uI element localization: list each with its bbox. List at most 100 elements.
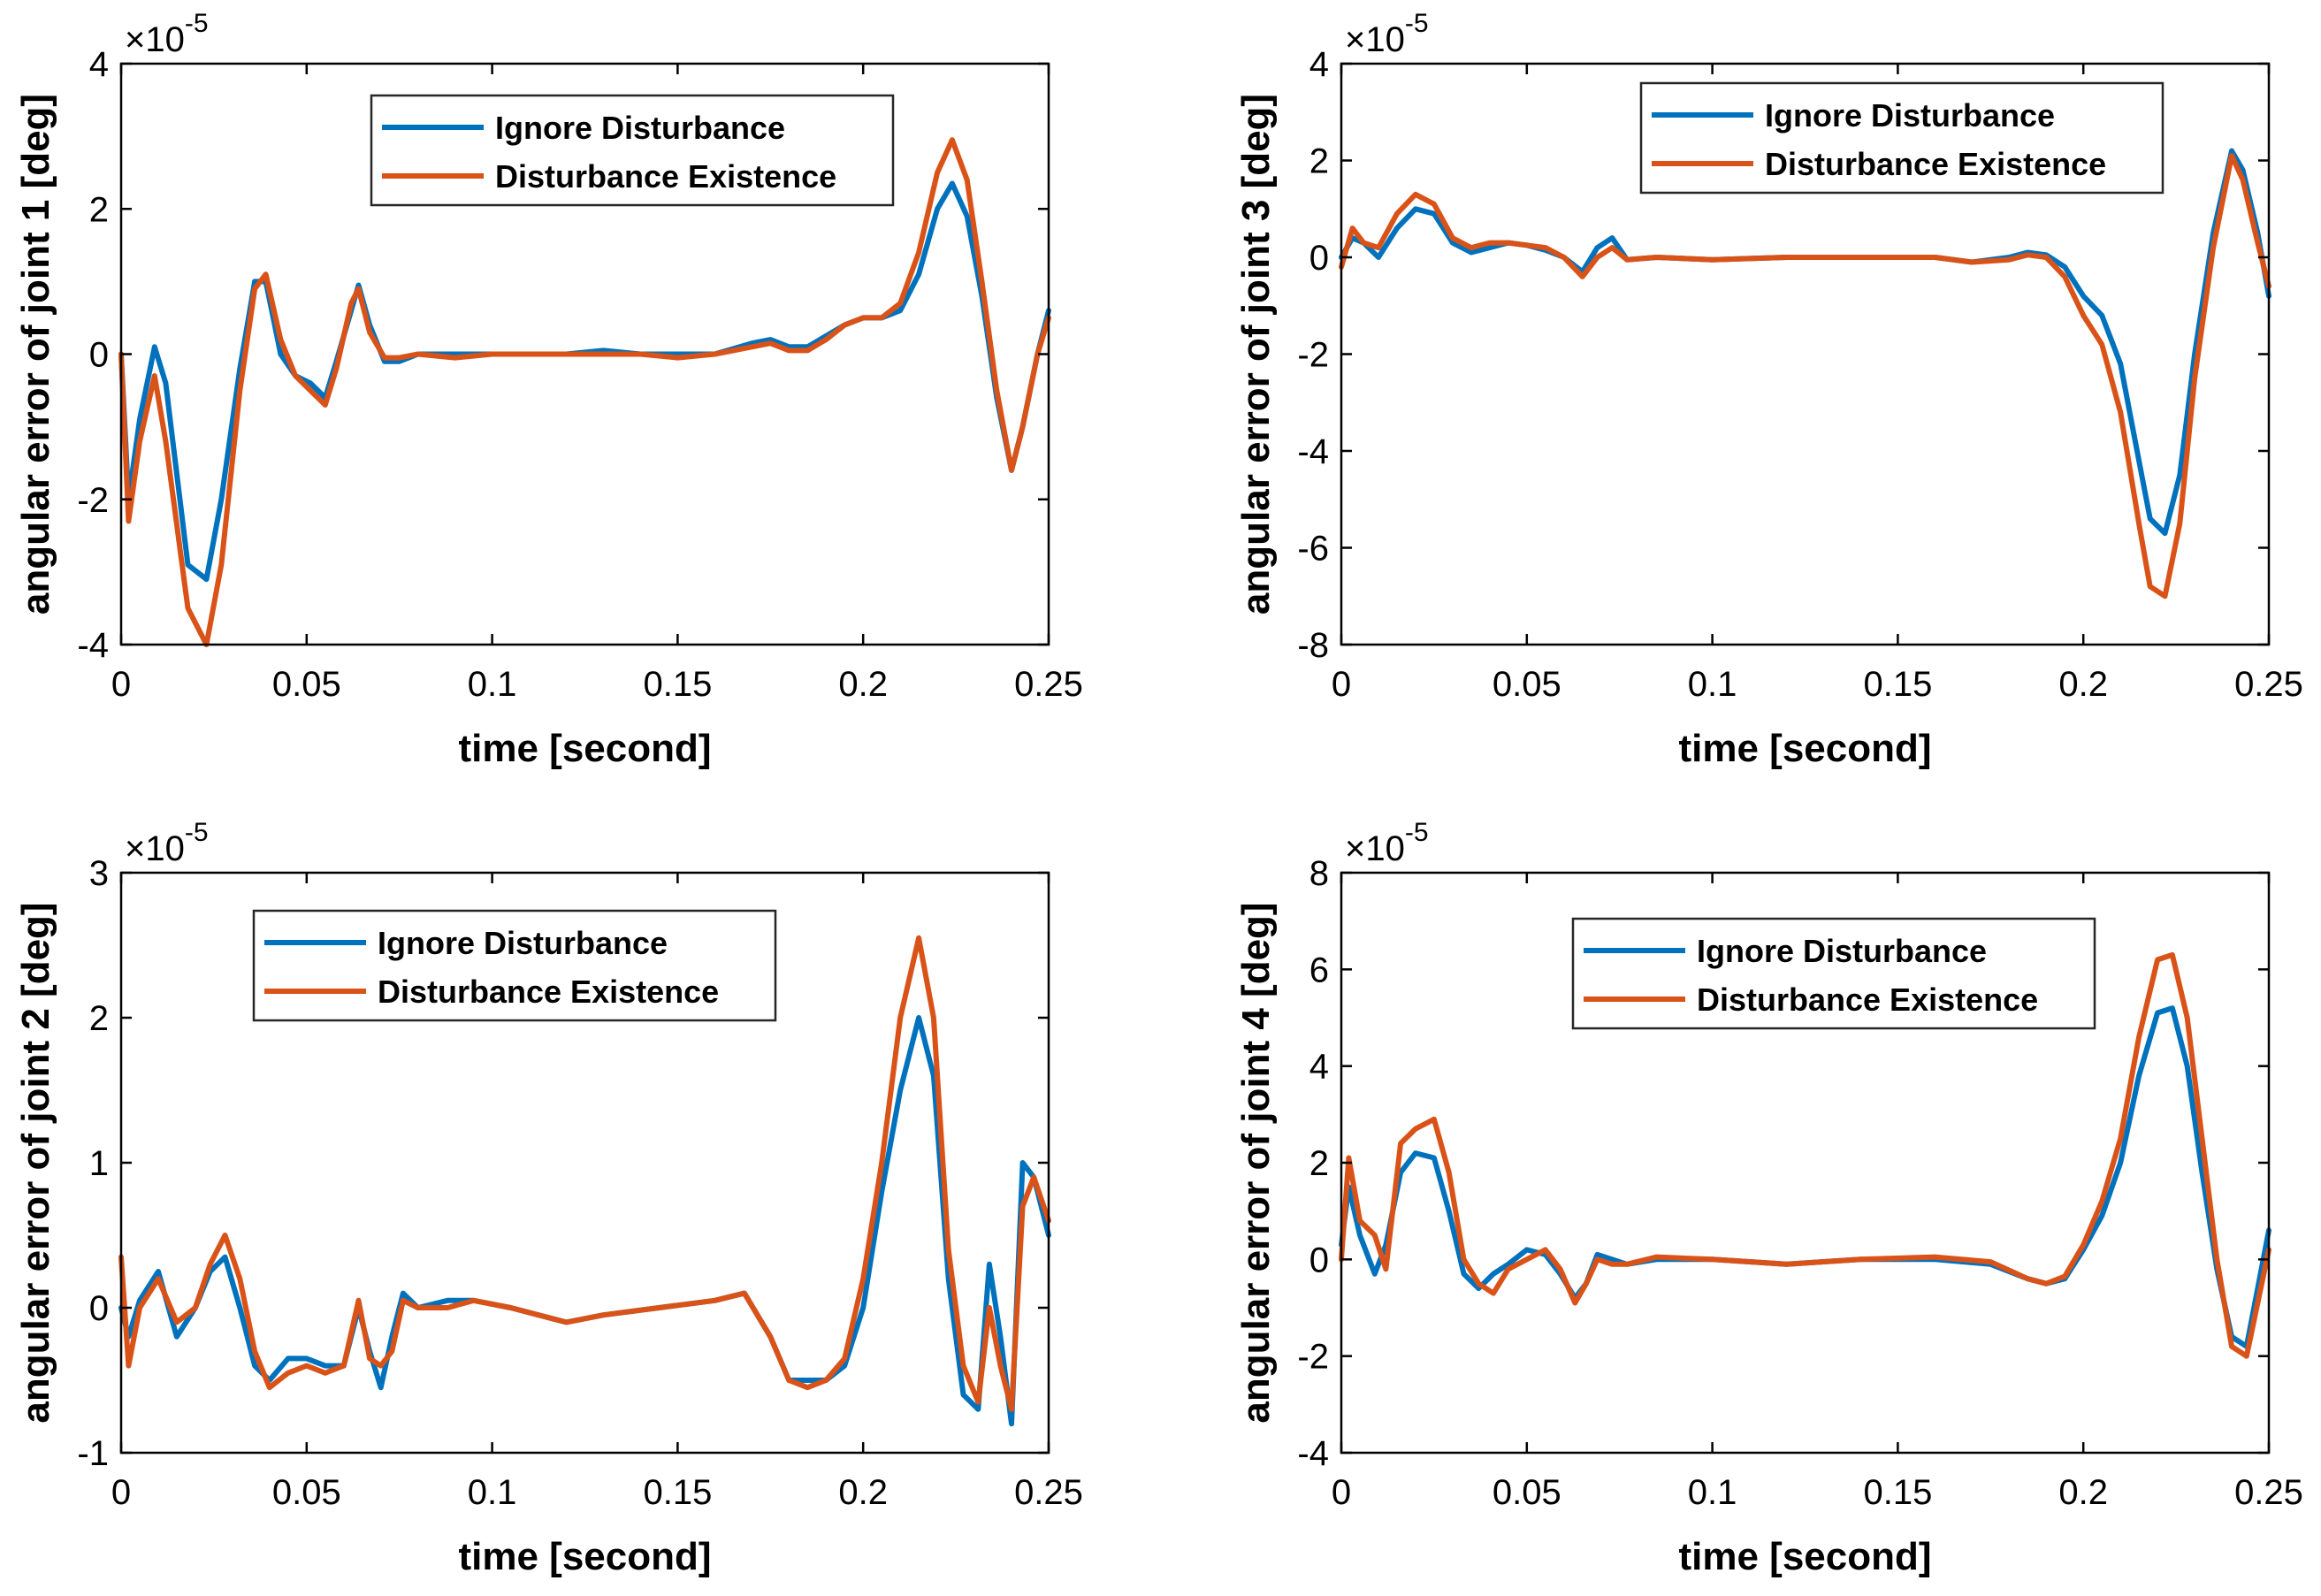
legend: Ignore Disturbance Disturbance Existence xyxy=(1639,81,2164,195)
x-tick-label: 0.05 xyxy=(1493,1473,1561,1512)
x-tick-label: 0.15 xyxy=(643,665,712,704)
x-tick-label: 0.1 xyxy=(468,1473,517,1512)
series-line-ignore-disturbance xyxy=(1339,1005,2271,1349)
series-line-disturbance-existence xyxy=(118,137,1051,647)
x-tick-label: 0 xyxy=(1332,665,1351,704)
series-line-disturbance-existence xyxy=(1339,153,2271,599)
legend-box xyxy=(252,909,777,1022)
x-tick-label: 0.1 xyxy=(1688,1473,1737,1512)
y-tick-label: 0 xyxy=(1309,239,1329,278)
chart-panel-1: 0 0.05 0.1 0.15 0.2 0.25 -4 -2 0 2 4 ×10-5 time [sec… xyxy=(14,9,1083,770)
axis-multiplier-base: ×10 xyxy=(1345,20,1405,59)
x-tick-label: 0.05 xyxy=(272,665,341,704)
y-tick-label: -4 xyxy=(77,626,109,665)
axis-multiplier-exponent: -5 xyxy=(185,9,209,38)
x-tick-label: 0.05 xyxy=(272,1473,341,1512)
y-tick-label: -2 xyxy=(1297,336,1329,375)
y-tick-label: -4 xyxy=(1297,432,1329,471)
y-tick-label: 2 xyxy=(89,999,109,1038)
legend-box xyxy=(1639,81,2164,195)
x-tick-label: 0 xyxy=(111,1473,131,1512)
axis-multiplier-exponent: -5 xyxy=(185,818,209,847)
legend-label-disturbance-existence: Disturbance Existence xyxy=(1697,981,2038,1018)
y-tick-label: 0 xyxy=(1309,1241,1329,1279)
x-tick-label: 0.15 xyxy=(1863,1473,1932,1512)
axis-multiplier: ×10-5 xyxy=(125,9,209,59)
y-tick-label: -1 xyxy=(77,1434,109,1473)
series-line-disturbance-existence xyxy=(118,935,1051,1412)
series-group xyxy=(1339,951,2271,1359)
legend-label-ignore-disturbance: Ignore Disturbance xyxy=(1765,97,2055,134)
y-tick-label: 1 xyxy=(89,1144,109,1183)
x-tick-label: 0.1 xyxy=(1688,665,1737,704)
x-axis-label: time [second] xyxy=(1678,727,1931,770)
y-tick-label: -6 xyxy=(1297,530,1329,569)
series-group xyxy=(1339,148,2271,599)
legend-box xyxy=(1571,917,2096,1030)
axis-multiplier: ×10-5 xyxy=(1345,9,1429,59)
legend: Ignore Disturbance Disturbance Existence xyxy=(1571,917,2096,1030)
y-tick-label: -4 xyxy=(1297,1434,1329,1473)
x-tick-label: 0.2 xyxy=(2058,1473,2108,1512)
legend-box xyxy=(370,94,895,207)
y-axis-label: angular error of joint 1 [deg] xyxy=(14,94,57,615)
x-tick-label: 0.25 xyxy=(2234,1473,2303,1512)
axis-multiplier-base: ×10 xyxy=(125,829,185,868)
x-tick-label: 0.25 xyxy=(1014,665,1083,704)
y-tick-label: 6 xyxy=(1309,951,1329,989)
chart-panel-2: 0 0.05 0.1 0.15 0.2 0.25 -8 -6 -4 -2 0 2 4 ×10-5 time … xyxy=(1234,9,2303,770)
legend: Ignore Disturbance Disturbance Existence xyxy=(370,94,895,207)
y-tick-label: 0 xyxy=(89,336,109,375)
y-tick-label: -2 xyxy=(1297,1338,1329,1377)
y-tick-label: 2 xyxy=(1309,1144,1329,1183)
series-line-ignore-disturbance xyxy=(118,180,1051,583)
legend: Ignore Disturbance Disturbance Existence xyxy=(252,909,777,1022)
y-tick-label: -2 xyxy=(77,481,109,520)
x-tick-label: 0 xyxy=(1332,1473,1351,1512)
axis-multiplier-base: ×10 xyxy=(1345,829,1405,868)
x-tick-label: 0.25 xyxy=(2234,665,2303,704)
y-tick-label: 4 xyxy=(89,45,109,84)
y-axis-label: angular error of joint 2 [deg] xyxy=(14,902,57,1423)
x-tick-label: 0.2 xyxy=(838,1473,888,1512)
x-tick-label: 0.25 xyxy=(1014,1473,1083,1512)
axis-multiplier-base: ×10 xyxy=(125,20,185,59)
x-tick-label: 0.2 xyxy=(838,665,888,704)
legend-label-ignore-disturbance: Ignore Disturbance xyxy=(495,110,785,146)
x-tick-label: 0.1 xyxy=(468,665,517,704)
y-axis-label: angular error of joint 4 [deg] xyxy=(1234,902,1278,1423)
legend-label-ignore-disturbance: Ignore Disturbance xyxy=(1697,933,1987,969)
y-tick-label: 3 xyxy=(89,854,109,893)
axis-multiplier-exponent: -5 xyxy=(1405,818,1429,847)
y-tick-label: 4 xyxy=(1309,1048,1329,1087)
chart-panel-4: 0 0.05 0.1 0.15 0.2 0.25 -4 -2 0 2 4 6 8 ×10-5 time [s… xyxy=(1234,818,2303,1578)
x-tick-label: 0.2 xyxy=(2058,665,2108,704)
y-tick-label: -8 xyxy=(1297,626,1329,665)
x-axis-label: time [second] xyxy=(458,1535,711,1578)
legend-label-disturbance-existence: Disturbance Existence xyxy=(378,974,719,1010)
x-tick-label: 0.15 xyxy=(1863,665,1932,704)
series-group xyxy=(118,137,1051,647)
axis-multiplier-exponent: -5 xyxy=(1405,9,1429,38)
x-tick-label: 0.05 xyxy=(1493,665,1561,704)
x-axis-label: time [second] xyxy=(1678,1535,1931,1578)
y-tick-label: 2 xyxy=(89,190,109,229)
x-tick-label: 0 xyxy=(111,665,131,704)
x-axis-label: time [second] xyxy=(458,727,711,770)
series-line-disturbance-existence xyxy=(1339,951,2271,1359)
x-tick-label: 0.15 xyxy=(643,1473,712,1512)
legend-label-ignore-disturbance: Ignore Disturbance xyxy=(378,925,668,961)
axis-multiplier: ×10-5 xyxy=(1345,818,1429,868)
y-tick-label: 0 xyxy=(89,1289,109,1328)
y-tick-label: 2 xyxy=(1309,142,1329,181)
series-group xyxy=(118,935,1051,1427)
legend-label-disturbance-existence: Disturbance Existence xyxy=(1765,146,2106,182)
y-tick-label: 8 xyxy=(1309,854,1329,893)
axis-multiplier: ×10-5 xyxy=(125,818,209,868)
legend-label-disturbance-existence: Disturbance Existence xyxy=(495,158,836,195)
y-tick-label: 4 xyxy=(1309,45,1329,84)
y-axis-label: angular error of joint 3 [deg] xyxy=(1234,94,1278,615)
